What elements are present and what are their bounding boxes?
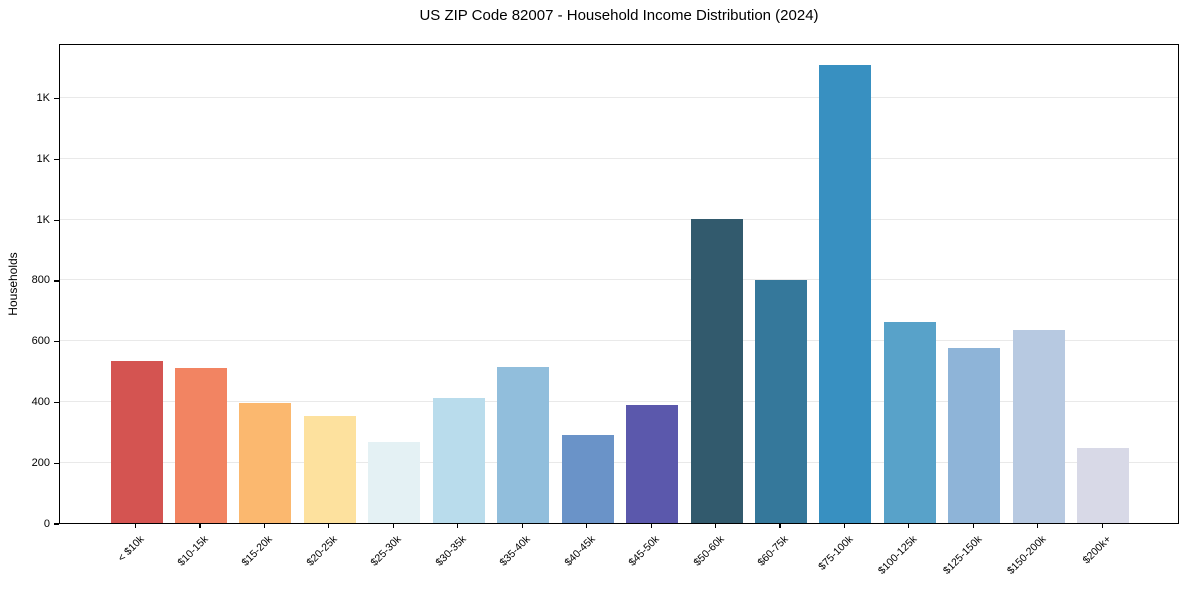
y-tick-label: 600 xyxy=(31,335,50,348)
x-tick-label: $25-30k xyxy=(368,533,405,569)
gridline xyxy=(60,218,1178,220)
bar xyxy=(239,403,292,523)
x-tick-label: $200k+ xyxy=(1079,533,1114,567)
bar xyxy=(626,405,679,523)
x-axis-tick xyxy=(908,523,910,528)
x-tick-label: $125-150k xyxy=(940,533,985,577)
x-axis-tick xyxy=(843,523,846,528)
bar xyxy=(174,368,227,523)
x-axis-tick xyxy=(1037,523,1039,528)
y-axis-tick xyxy=(54,523,59,525)
x-axis-tick xyxy=(134,523,137,528)
y-axis-tick xyxy=(54,98,59,100)
x-axis-tick xyxy=(521,523,523,528)
gridline xyxy=(60,97,1178,99)
x-tick-label: $100-125k xyxy=(876,533,920,577)
x-tick-label: $15-20k xyxy=(239,533,276,569)
bar xyxy=(561,434,614,523)
bar xyxy=(303,416,356,523)
x-axis-tick xyxy=(779,523,781,528)
bar xyxy=(110,361,163,523)
x-tick-label: $60-75k xyxy=(755,533,791,569)
y-axis-tick xyxy=(54,462,59,464)
y-tick-label: 400 xyxy=(31,395,50,408)
x-tick-label: $30-35k xyxy=(433,533,469,569)
x-tick-label: $45-50k xyxy=(626,533,662,569)
bar xyxy=(1012,330,1065,523)
y-axis-tick xyxy=(54,341,59,343)
x-tick-label: $75-100k xyxy=(815,533,856,573)
chart-title: US ZIP Code 82007 - Household Income Dis… xyxy=(419,7,819,24)
y-axis-tick xyxy=(54,219,59,221)
x-axis-tick xyxy=(650,523,652,528)
x-tick-label: $20-25k xyxy=(304,533,340,569)
gridline xyxy=(60,279,1178,281)
x-axis-tick xyxy=(714,523,717,528)
bar xyxy=(497,367,550,523)
y-tick-label: 200 xyxy=(31,456,50,469)
plot-area xyxy=(59,44,1179,524)
bar xyxy=(432,398,485,523)
bar xyxy=(755,279,807,523)
y-tick-label: 800 xyxy=(31,274,50,287)
x-axis-tick xyxy=(392,523,394,528)
y-axis-tick xyxy=(54,280,59,282)
gridline xyxy=(60,461,1178,463)
gridline xyxy=(60,340,1178,342)
x-tick-label: $35-40k xyxy=(497,533,533,569)
y-tick-label: 0 xyxy=(43,517,50,530)
bar xyxy=(819,65,872,523)
bar xyxy=(368,441,421,523)
x-tick-label: $40-45k xyxy=(562,533,598,569)
y-tick-label: 1K xyxy=(36,92,50,105)
x-tick-label: < $10k xyxy=(115,533,147,565)
gridline xyxy=(60,157,1178,159)
x-tick-label: $150-200k xyxy=(1005,533,1049,577)
y-axis-tick xyxy=(54,401,59,404)
bar xyxy=(1077,447,1130,523)
y-tick-label: 1K xyxy=(36,152,50,165)
bar xyxy=(690,219,743,523)
x-axis-tick xyxy=(586,523,588,528)
x-axis-tick xyxy=(199,523,201,528)
y-axis-tick xyxy=(54,158,59,161)
x-axis-tick xyxy=(457,523,459,528)
x-axis-tick xyxy=(1101,523,1103,528)
x-axis-tick xyxy=(263,523,265,528)
y-tick-label: 1K xyxy=(36,213,50,226)
x-axis-tick xyxy=(328,523,330,528)
bar xyxy=(948,348,1001,523)
gridline xyxy=(60,400,1178,402)
x-tick-label: $50-60k xyxy=(691,533,727,569)
bar xyxy=(883,321,936,523)
x-tick-label: $10-15k xyxy=(175,533,211,569)
x-axis-tick xyxy=(972,523,974,528)
